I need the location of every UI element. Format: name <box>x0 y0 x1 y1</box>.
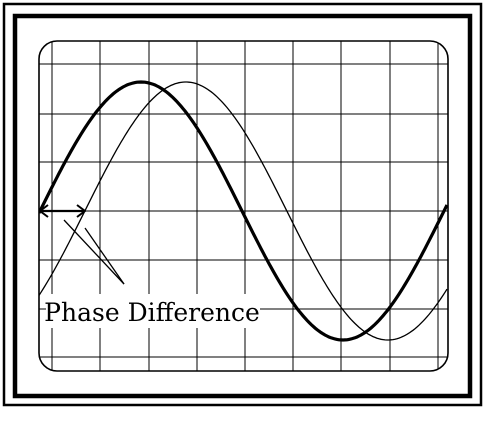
reference-wave <box>39 80 448 342</box>
label-background <box>46 294 260 328</box>
pointer-line-right <box>84 227 125 285</box>
phase-difference-label: Phase Difference <box>44 298 260 327</box>
phase-difference-arrow <box>38 204 87 218</box>
inner-frame <box>12 13 473 399</box>
waves <box>39 80 448 342</box>
lagging-wave <box>39 81 448 341</box>
outer-frame <box>2 2 483 407</box>
pointer-line-left <box>63 219 125 285</box>
